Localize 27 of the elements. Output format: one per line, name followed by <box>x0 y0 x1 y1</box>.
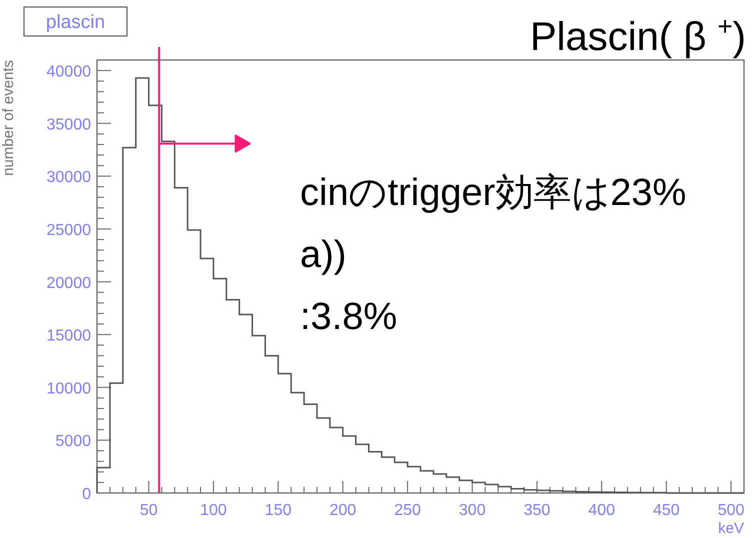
y-tick-label: 5000 <box>55 433 92 450</box>
annotation: :3.8% <box>300 296 398 338</box>
x-axis-title: keV <box>718 520 744 537</box>
chart-title: Plascin( β $^{+}$) <box>530 11 746 59</box>
annotation: a)) <box>300 234 346 276</box>
x-tick-label: 300 <box>458 502 486 519</box>
x-tick-label: 400 <box>588 502 616 519</box>
y-tick-label: 15000 <box>46 328 92 345</box>
chart-subtitle: plascin <box>46 12 106 33</box>
x-tick-label: 100 <box>200 502 227 519</box>
x-tick-label: 350 <box>524 502 550 519</box>
y-tick-label: 35000 <box>46 116 92 134</box>
x-tick-label: 450 <box>653 502 680 519</box>
annotation: cinのtrigger効率は23% <box>300 172 686 214</box>
hist-title-box: plascin <box>23 6 128 37</box>
y-tick-label: 0 <box>82 486 92 503</box>
y-tick-label: 30000 <box>46 169 92 186</box>
x-tick-label: 50 <box>140 502 158 519</box>
y-tick-label: 40000 <box>46 64 92 81</box>
y-tick-label: 20000 <box>46 274 92 292</box>
x-tick-label: 150 <box>264 502 292 519</box>
y-tick-label: 10000 <box>46 380 92 398</box>
x-tick-label: 200 <box>330 502 356 519</box>
y-tick-label: 25000 <box>46 222 92 239</box>
x-tick-label: 250 <box>394 502 422 519</box>
y-axis-title: number of events <box>0 60 17 176</box>
x-tick-label: 500 <box>718 502 745 519</box>
